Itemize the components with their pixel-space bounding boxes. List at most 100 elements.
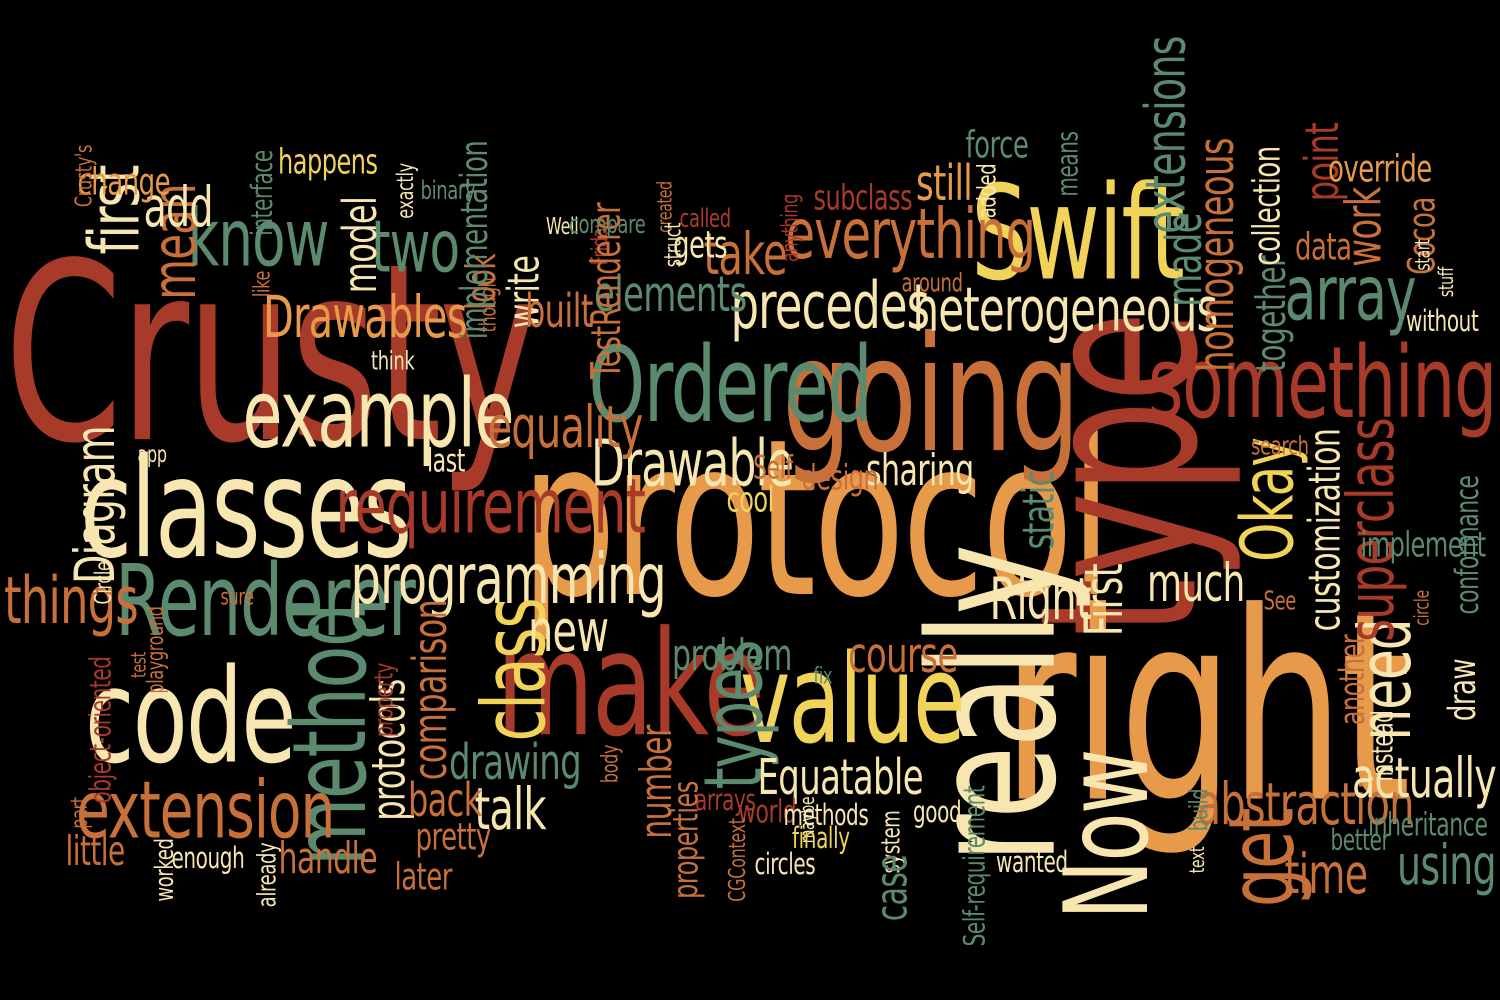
cloud-word-arrays: arrays: [695, 782, 756, 818]
cloud-word-data: data: [1295, 226, 1352, 270]
cloud-word-code: code: [85, 641, 297, 794]
cloud-word-better: better: [1330, 822, 1390, 858]
cloud-word-well: Well: [546, 212, 579, 241]
cloud-word-cool: cool: [726, 479, 775, 521]
cloud-word-conformance: conformance: [1450, 475, 1487, 615]
cloud-word-self-requirement: Self-requirement: [956, 785, 992, 947]
cloud-word-around: around: [901, 268, 964, 299]
cloud-word-problem: problem: [672, 630, 793, 682]
cloud-word-course: course: [848, 627, 958, 685]
cloud-word-cgcontext: CGContext: [722, 818, 751, 902]
cloud-word-fix: fix: [813, 661, 833, 690]
cloud-word-property: property: [369, 662, 400, 738]
cloud-word-little: little: [65, 827, 126, 876]
cloud-word-homogeneous: homogeneous: [1187, 138, 1246, 372]
cloud-word-already: already: [251, 842, 283, 908]
cloud-word-everything: everything: [785, 194, 1036, 276]
cloud-word-binary: binary: [420, 176, 476, 207]
cloud-word-stuff: stuff: [1435, 266, 1459, 298]
cloud-word-using: using: [1397, 833, 1497, 897]
cloud-word-programming: programming: [350, 539, 667, 621]
cloud-word-think: think: [371, 346, 415, 377]
cloud-word-body: body: [595, 744, 624, 784]
cloud-word-extension: extension: [76, 762, 335, 856]
cloud-word-draw: draw: [1441, 658, 1485, 722]
cloud-word-sure: sure: [220, 582, 255, 611]
cloud-word-exactly: exactly: [391, 163, 419, 219]
cloud-word-right: Right: [989, 566, 1092, 634]
cloud-word-actually: actually: [1352, 746, 1497, 810]
cloud-word-test: test: [128, 652, 152, 678]
cloud-word-new: new: [528, 598, 609, 666]
cloud-word-know: know: [187, 190, 330, 284]
cloud-word-implementation: implementation: [453, 140, 497, 340]
cloud-word-two: two: [371, 204, 460, 290]
cloud-word-search: search: [1251, 431, 1309, 462]
cloud-word-take: take: [703, 221, 788, 289]
cloud-word-force: force: [965, 124, 1029, 168]
cloud-word-finally: finally: [792, 820, 850, 856]
cloud-word-sharing: sharing: [866, 445, 974, 497]
cloud-word-methods: methods: [783, 797, 869, 833]
cloud-word-customization: customization: [1299, 428, 1351, 632]
cloud-word-case: case: [866, 854, 918, 922]
cloud-word-crusty-s: Crusty's: [69, 144, 98, 208]
cloud-word-time: time: [1284, 842, 1369, 906]
cloud-word-pretty: pretty: [415, 816, 492, 860]
cloud-word-build: build: [1184, 788, 1215, 832]
cloud-word-without: without: [1406, 303, 1479, 339]
cloud-word-circles: circles: [754, 846, 816, 882]
cloud-word-built: built: [525, 283, 593, 339]
cloud-word-still: still: [916, 155, 973, 213]
cloud-word-ordered: Ordered: [588, 324, 873, 446]
cloud-word-later: later: [394, 856, 453, 900]
cloud-word-subclass: subclass: [813, 177, 913, 219]
cloud-word-diagram: Diagram: [63, 426, 127, 584]
cloud-word-collection: collection: [1246, 146, 1290, 266]
cloud-word-last: last: [427, 444, 465, 481]
cloud-word-now: Now: [1039, 750, 1174, 920]
cloud-word-start: start: [1411, 239, 1435, 271]
cloud-word-value: value: [740, 628, 965, 772]
cloud-word-another: another: [1331, 634, 1373, 726]
cloud-word-wanted: wanted: [996, 844, 1068, 880]
cloud-word-handle: handle: [278, 833, 378, 885]
cloud-word-classes: classes: [80, 429, 412, 590]
cloud-word-things: things: [4, 561, 139, 639]
cloud-word-add: add: [143, 175, 214, 239]
cloud-word-instead: instead: [1364, 710, 1400, 782]
cloud-word-make: make: [496, 599, 766, 770]
cloud-word-compare: compare: [569, 210, 646, 241]
cloud-word-inheritance: inheritance: [1368, 808, 1488, 845]
cloud-word-equality: equality: [487, 394, 644, 462]
cloud-word-design: design: [801, 457, 879, 499]
cloud-word-protocol: protocol: [521, 393, 1112, 647]
cloud-word-right: right: [1002, 557, 1412, 861]
cloud-word-happens: happens: [278, 141, 378, 183]
cloud-word-self: Self: [753, 451, 793, 488]
cloud-word-anything: anything: [775, 193, 804, 263]
cloud-word-abstraction: abstraction: [1196, 771, 1415, 839]
cloud-word-circle: circle: [1411, 590, 1435, 626]
cloud-word-see: See: [1263, 586, 1297, 617]
cloud-word-drawable: Drawable: [591, 427, 794, 502]
cloud-word-gets: gets: [673, 224, 728, 268]
cloud-word-good: good: [913, 794, 962, 830]
cloud-word-change: change: [77, 161, 171, 205]
cloud-word-swift: Swift: [971, 158, 1185, 311]
cloud-word-much: much: [1147, 554, 1245, 614]
cloud-word-crusty: Crusty: [4, 211, 539, 499]
cloud-word-heterogeneous: heterogeneous: [912, 273, 1219, 345]
cloud-word-requirement: requirement: [335, 464, 646, 552]
cloud-word-object-oriented: object-oriented: [82, 656, 118, 804]
cloud-word-added: added: [971, 163, 1003, 219]
cloud-word-model: model: [332, 196, 388, 294]
cloud-word-circle: Circle: [88, 561, 117, 605]
cloud-word-equatable: Equatable: [757, 749, 924, 807]
cloud-word-precedes: precedes: [730, 266, 931, 344]
cloud-word-work: work: [1335, 187, 1394, 267]
cloud-word-implement: implement: [1360, 524, 1487, 566]
cloud-word-playground: playground: [140, 606, 169, 694]
cloud-word-talk: talk: [474, 776, 547, 844]
